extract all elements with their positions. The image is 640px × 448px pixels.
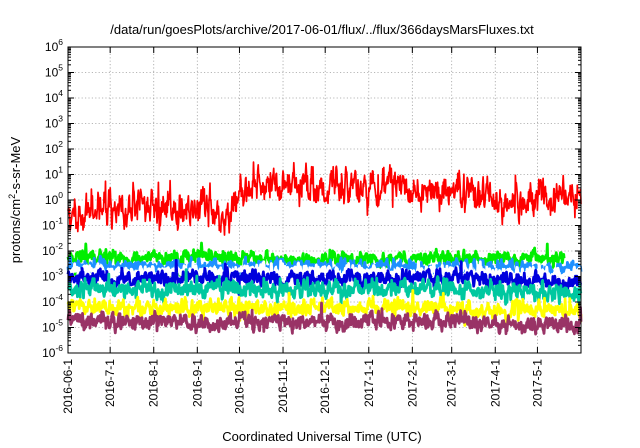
y-tick-base: 10 [45, 40, 59, 54]
y-axis-label-superscript: 2 [7, 194, 17, 199]
y-tick-base: 10 [45, 142, 59, 156]
y-tick-label: 10-4 [42, 292, 63, 309]
tick-marks [67, 46, 581, 354]
y-tick-base: 10 [42, 295, 56, 309]
x-tick-label: 2016-7-1 [103, 359, 117, 407]
y-tick-base: 10 [42, 321, 56, 335]
series-line [67, 161, 582, 236]
y-tick-base: 10 [45, 117, 59, 131]
x-tick-label: 2017-4-1 [488, 359, 502, 407]
y-tick-exponent: 1 [58, 165, 63, 175]
y-tick-base: 10 [42, 244, 56, 258]
series-line [66, 268, 583, 309]
y-tick-labels: 10-610-510-410-310-210-11001011021031041… [42, 37, 63, 360]
x-tick-label: 2016-10-1 [232, 359, 246, 414]
y-tick-base: 10 [45, 193, 59, 207]
series-line [66, 301, 583, 336]
y-tick-base: 10 [42, 219, 56, 233]
y-tick-base: 10 [45, 66, 59, 80]
y-tick-exponent: 4 [58, 88, 63, 98]
y-tick-base: 10 [45, 91, 59, 105]
x-tick-label: 2017-5-1 [530, 359, 544, 407]
y-tick-exponent: -4 [55, 292, 63, 302]
y-tick-label: 10-2 [42, 241, 63, 258]
y-tick-label: 102 [45, 139, 63, 156]
y-axis-label-main: protons/cm [8, 199, 23, 263]
y-tick-exponent: -3 [55, 267, 63, 277]
x-tick-label: 2017-3-1 [445, 359, 459, 407]
y-tick-base: 10 [42, 346, 56, 360]
y-tick-exponent: 5 [58, 63, 63, 73]
y-tick-exponent: 3 [58, 114, 63, 124]
y-tick-exponent: -6 [55, 343, 63, 353]
series-group [66, 161, 583, 336]
y-tick-exponent: 2 [58, 139, 63, 149]
y-tick-label: 10-5 [42, 318, 63, 335]
x-tick-label: 2017-1-1 [362, 359, 376, 407]
chart-title: /data/run/goesPlots/archive/2017-06-01/f… [110, 22, 534, 37]
x-tick-label: 2016-06-1 [61, 359, 75, 414]
y-tick-exponent: 0 [58, 190, 63, 200]
y-tick-base: 10 [42, 270, 56, 284]
y-tick-label: 103 [45, 114, 63, 131]
y-tick-label: 10-3 [42, 267, 63, 284]
x-tick-label: 2016-9-1 [190, 359, 204, 407]
x-tick-label: 2016-12-1 [318, 359, 332, 414]
x-tick-labels: 2016-06-1 2016-7-1 2016-8-1 2016-9-1 2016-10… [61, 359, 544, 414]
y-axis-label-units: -s-sr-MeV [8, 136, 23, 193]
y-tick-exponent: -2 [55, 241, 63, 251]
x-tick-label: 2016-11-1 [276, 359, 290, 413]
x-tick-label: 2017-2-1 [405, 359, 419, 407]
y-tick-label: 10-1 [42, 216, 63, 233]
y-tick-label: 101 [45, 165, 63, 182]
y-tick-label: 106 [45, 37, 63, 54]
y-axis-label: protons/cm2-s-sr-MeV [7, 136, 23, 263]
series-line [66, 289, 583, 330]
y-tick-exponent: -5 [55, 318, 63, 328]
series-line [66, 258, 582, 296]
y-tick-label: 100 [45, 190, 63, 207]
y-tick-exponent: 6 [58, 37, 63, 47]
y-tick-exponent: -1 [55, 216, 63, 226]
x-axis-label: Coordinated Universal Time (UTC) [222, 429, 421, 444]
series-line [67, 259, 583, 288]
y-tick-label: 104 [45, 88, 63, 105]
x-tick-label: 2016-8-1 [147, 359, 161, 407]
y-tick-label: 10-6 [42, 343, 63, 360]
y-tick-base: 10 [45, 168, 59, 182]
y-tick-label: 105 [45, 63, 63, 80]
